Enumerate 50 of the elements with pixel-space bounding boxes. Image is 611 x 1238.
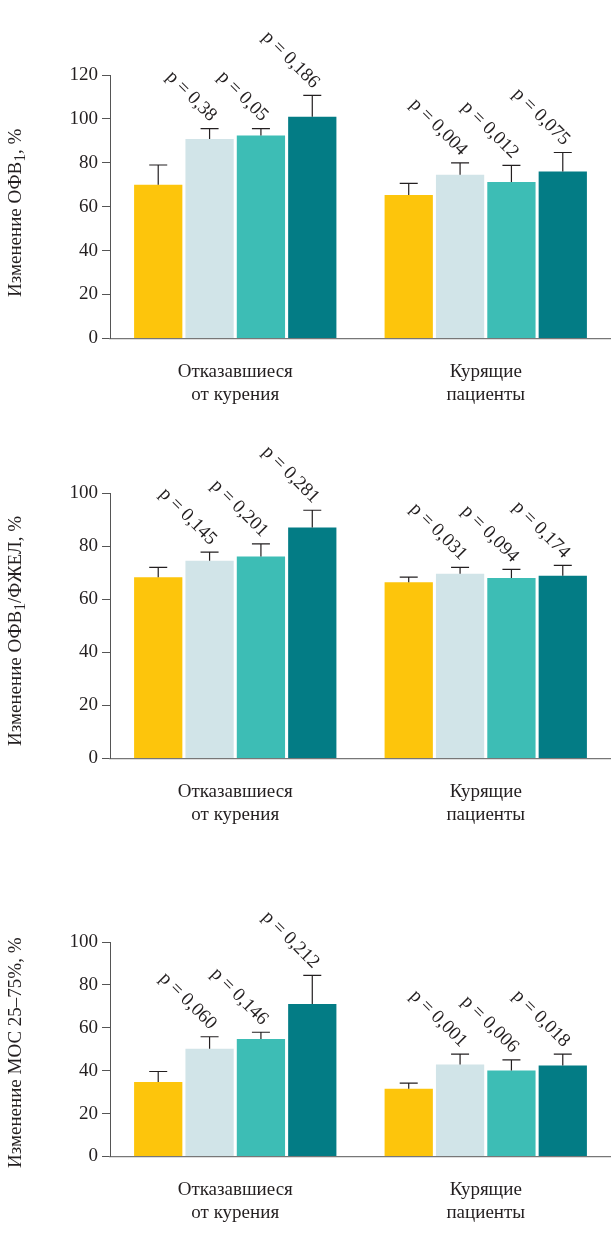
bar — [185, 560, 234, 758]
bar — [236, 135, 286, 338]
x-tick-label: Курящие пациенты — [446, 1177, 526, 1222]
y-tick-label: 60 — [79, 1015, 98, 1037]
y-tick-label: 120 — [69, 62, 98, 84]
y-tick-label: 80 — [79, 150, 98, 172]
x-tick-label: Отказавшиеся от курения — [177, 779, 294, 824]
x-tick-label: Отказавшиеся от курения — [177, 1177, 294, 1222]
y-tick-label: 100 — [69, 106, 98, 128]
y-tick-label: 20 — [79, 282, 98, 304]
bar — [538, 171, 587, 338]
y-tick-label: 0 — [88, 1144, 98, 1166]
bar — [384, 582, 433, 758]
bar — [435, 174, 485, 338]
x-tick-label: Курящие пациенты — [446, 359, 526, 404]
y-tick-label: 0 — [88, 746, 98, 768]
bar — [134, 1082, 183, 1156]
y-tick-label: 40 — [79, 238, 98, 260]
x-tick-label: Отказавшиеся от курения — [177, 359, 294, 404]
y-tick-label: 20 — [79, 1101, 98, 1123]
bar — [487, 182, 536, 338]
bar — [538, 575, 587, 758]
y-tick-label: 80 — [79, 534, 98, 556]
bar — [487, 1070, 536, 1156]
y-tick-label: 40 — [79, 1058, 98, 1080]
bar — [487, 577, 536, 758]
y-tick-label: 100 — [69, 480, 98, 502]
y-tick-label: 100 — [69, 929, 98, 951]
bar — [384, 195, 433, 338]
y-tick-label: 20 — [79, 693, 98, 715]
x-tick-label: Курящие пациенты — [446, 779, 526, 824]
bar — [236, 556, 286, 758]
bar — [185, 139, 234, 338]
y-axis-title: Изменение МОС 25–75%, % — [4, 937, 26, 1168]
y-tick-label: 80 — [79, 972, 98, 994]
y-tick-label: 40 — [79, 640, 98, 662]
bar — [435, 573, 485, 758]
bar — [185, 1048, 234, 1156]
y-tick-label: 60 — [79, 194, 98, 216]
bar — [134, 184, 183, 338]
bar — [236, 1039, 286, 1156]
bar — [288, 1003, 337, 1156]
bar — [538, 1065, 587, 1156]
y-tick-label: 60 — [79, 587, 98, 609]
y-tick-label: 0 — [88, 326, 98, 348]
bar — [435, 1064, 485, 1156]
bar — [288, 116, 337, 338]
bar — [288, 527, 337, 758]
bar — [384, 1088, 433, 1156]
bar — [134, 577, 183, 758]
